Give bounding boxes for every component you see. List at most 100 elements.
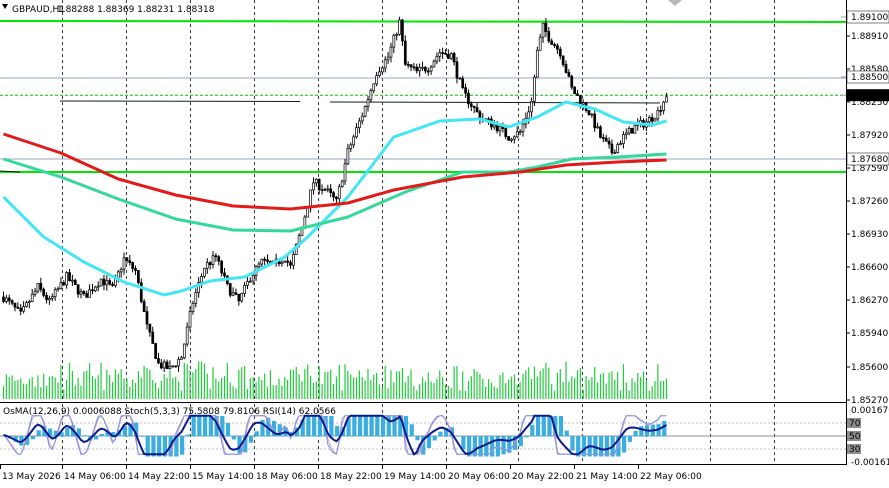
candle-body [630,127,634,134]
candle-body [2,296,5,302]
candle-body [283,260,287,263]
candle-body [286,260,289,263]
candle-body [426,70,430,73]
candle-body [234,292,238,295]
candle-body [533,76,536,102]
candle-body [162,361,166,369]
price-tick-label: 1.87920 [851,131,888,141]
candle-body [119,268,123,273]
candle-body [154,343,157,359]
osma-bar [484,436,489,457]
candle-body [309,189,312,209]
osma-bar [237,436,242,454]
candle-body [111,283,114,286]
candle-body [415,66,419,72]
osma-bar [426,436,432,449]
osma-bar [507,436,512,453]
candle-body [320,189,324,191]
candle-body [375,75,378,85]
ma-red-line [3,132,667,211]
candle-body [27,301,31,303]
osma-bar [180,436,185,455]
window-triangle-icon[interactable] [2,4,8,9]
osma-bar [128,423,133,437]
osma-bar [185,434,190,437]
price-tick-label: 1.86930 [851,230,888,240]
candle-body [653,118,657,122]
osma-bar [36,430,41,437]
candle-body [360,115,364,122]
oscillator-level-box [847,431,861,441]
trend-line [329,101,661,104]
candle-body [68,272,71,282]
candle-body [424,66,427,72]
candle-body [576,93,579,96]
osma-bar [541,416,546,437]
osma-bar [386,416,391,437]
price-label-box [846,152,889,166]
candle-body [564,64,568,73]
stoch-main-line [3,415,667,455]
candle-body [579,95,582,105]
candle-body [108,280,112,285]
candle-body [616,144,620,153]
osma-bar [271,421,277,437]
candle-body [280,261,284,265]
candle-body [447,54,450,59]
osma-bar [260,419,265,437]
candle-body [122,257,126,270]
price-label-box [847,89,889,102]
ma-teal-line [3,152,667,233]
chart-shift-marker-icon[interactable] [668,0,682,6]
chart-symbol-label: GBPAUD,H1 [12,5,65,15]
time-tick-label: 19 May 14:00 [384,472,446,482]
candle-body [386,56,390,61]
candle-body [403,40,407,65]
trend-line [0,170,21,173]
candle-body [228,283,232,296]
candle-body [306,207,310,218]
candle-body [561,55,565,65]
candle-body [137,270,140,284]
candle-body [475,107,479,113]
osma-bar [48,428,53,437]
osma-bar [139,436,145,437]
candle-body [16,306,20,309]
candle-body [587,110,591,116]
candle-body [289,261,292,266]
candle-body [99,278,103,287]
candle-body [622,134,625,144]
osma-bar [294,427,300,437]
candle-body [590,113,594,116]
osma-bar [421,436,426,455]
candle-body [148,323,152,333]
candle-body [71,279,74,282]
candle-body [91,289,94,292]
osma-bar [535,416,541,437]
candle-body [518,131,522,133]
candle-body [240,293,244,302]
osma-bar [455,435,460,437]
candle-body [79,291,83,295]
candle-body [412,66,416,69]
candle-body [521,123,525,132]
candle-body [452,53,456,63]
osma-bar [317,416,322,437]
candle-body [421,66,424,69]
candle-body [10,300,14,304]
osma-bar [501,436,506,455]
candle-body [418,67,421,72]
osma-bar [461,436,466,450]
osma-bar [547,416,552,437]
candle-body [188,311,192,328]
candle-body [257,263,261,268]
candle-body [45,294,48,301]
osma-bar [220,416,225,437]
osma-bar [662,420,667,437]
osma-bar [174,436,179,457]
candle-body [251,275,255,282]
osma-bar [633,430,638,437]
candle-body [263,258,267,261]
candle-body [601,137,605,139]
